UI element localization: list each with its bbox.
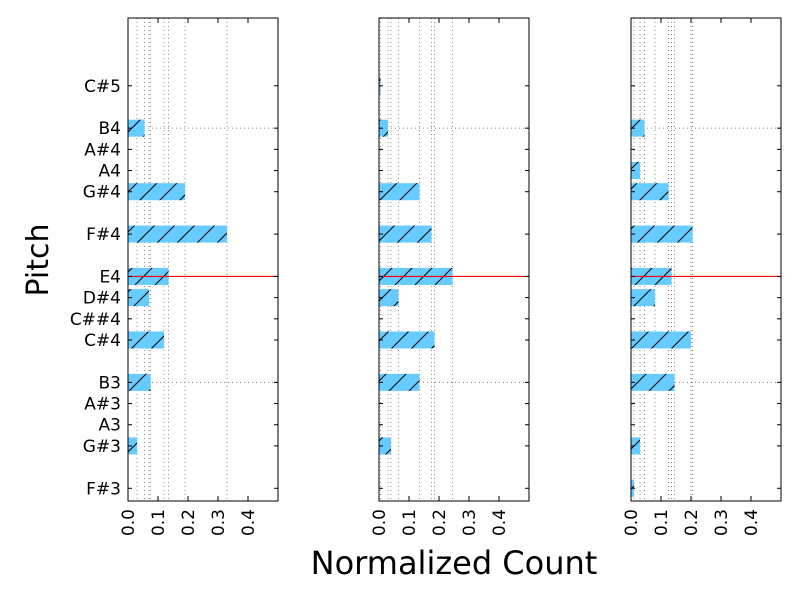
bar-hatch [128,437,137,455]
panels: 0.0 0.1 0.2 0.3 0.4 0.0 0.1 0.2 0.3 0.4 0.0 0.1 0.2 0… [119,17,782,536]
bar-hatch [631,373,675,391]
y-tick-label: A#4 [84,140,121,160]
y-tick-label: B4 [99,119,121,139]
x-tick-label: 0.3 [460,509,480,536]
bar-hatch [379,289,399,307]
x-axis-label: Normalized Count [311,544,598,582]
bar-hatch [128,225,227,243]
panel-1: 0.0 0.1 0.2 0.3 0.4 [119,17,279,536]
axes-frame [127,17,279,502]
bar-hatch [379,331,435,349]
panel-2: 0.0 0.1 0.2 0.3 0.4 [370,17,530,536]
x-tick-label: 0.0 [370,509,390,536]
panel-3: 0.0 0.1 0.2 0.3 0.4 [622,17,782,536]
y-tick-label: D#4 [83,289,121,309]
x-tick-label: 0.4 [742,509,762,536]
y-tick-label: G#3 [83,437,121,457]
y-tick-label: B3 [99,373,121,393]
y-tick-label: C#5 [84,77,121,97]
x-tick-label: 0.4 [490,509,510,536]
bar-hatch [128,183,185,201]
bar-hatch [128,331,164,349]
x-tick-label: 0.3 [209,509,229,536]
bar-hatch [379,225,432,243]
bar-hatch [128,289,149,307]
bar-hatch [631,162,640,180]
axes-frame [378,17,530,502]
x-tick-label: 0.3 [712,509,732,536]
x-tick-label: 0.4 [239,509,259,536]
bar-hatch [631,289,655,307]
axes-frame [630,17,782,502]
bar-hatch [631,183,669,201]
y-axis-label: Pitch [21,223,56,296]
x-tick-label: 0.1 [149,509,169,536]
y-tick-label: C#4 [84,331,121,351]
bar-hatch [128,373,151,391]
bar-hatch [379,437,391,455]
bar-hatch [631,437,640,455]
x-tick-label: 0.1 [652,509,672,536]
bar-hatch [379,373,420,391]
x-tick-label: 0.2 [682,509,702,536]
x-tick-label: 0.2 [179,509,199,536]
x-tick-label: 0.1 [400,509,420,536]
y-tick-label: A#3 [84,395,121,415]
y-tick-label: E4 [99,267,121,287]
x-tick-label: 0.0 [622,509,642,536]
y-tick-label: A3 [99,416,121,436]
y-tick-label: A4 [99,162,121,182]
bar-hatch [631,225,693,243]
bar-hatch [631,331,691,349]
bar-hatch [631,119,645,137]
bar-hatch [379,119,388,137]
bar-hatch [379,183,420,201]
x-tick-label: 0.2 [430,509,450,536]
y-tick-label: F#3 [86,479,121,499]
y-tick-label: C##4 [70,310,121,330]
x-tick-label: 0.0 [119,509,139,536]
y-tick-label: F#4 [86,225,121,245]
y-tick-label: G#4 [83,183,121,203]
bar-hatch [128,119,145,137]
